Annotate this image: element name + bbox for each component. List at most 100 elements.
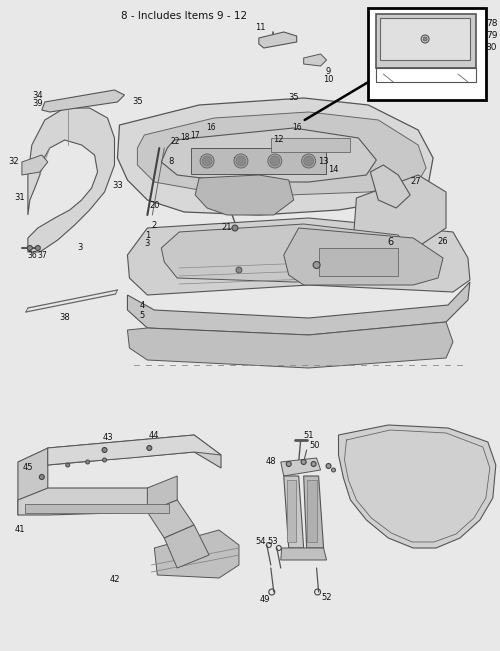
Bar [380,18,470,60]
Bar [318,248,398,276]
Text: 36: 36 [27,251,36,260]
Text: 6: 6 [387,237,394,247]
Text: 9: 9 [326,66,331,76]
Text: 17: 17 [190,130,200,139]
Bar [368,8,486,100]
Circle shape [326,464,331,469]
Polygon shape [376,14,476,68]
Circle shape [232,225,238,231]
Text: 38: 38 [60,314,70,322]
Text: 14: 14 [328,165,339,174]
Text: 49: 49 [260,596,270,605]
Text: 18: 18 [180,133,190,143]
Circle shape [270,156,280,166]
Circle shape [286,462,291,467]
Polygon shape [118,98,433,215]
Text: 43: 43 [102,434,113,443]
Text: 12: 12 [274,135,284,145]
Polygon shape [370,165,410,208]
Text: 39: 39 [32,100,43,109]
Text: 15: 15 [232,158,242,167]
Text: 35: 35 [288,94,299,102]
Polygon shape [48,435,221,465]
Circle shape [40,475,44,480]
Circle shape [421,35,429,43]
Text: 37: 37 [37,251,46,260]
Polygon shape [195,175,294,215]
Polygon shape [284,476,304,548]
Polygon shape [18,448,48,515]
Circle shape [86,460,89,464]
Circle shape [236,267,242,273]
Circle shape [234,154,248,168]
Circle shape [301,460,306,465]
Polygon shape [354,175,446,248]
Bar [191,148,326,174]
Text: 48: 48 [266,458,276,467]
Bar [286,480,296,542]
Text: 2: 2 [152,221,157,230]
Polygon shape [148,476,177,512]
Text: 16: 16 [206,122,216,132]
Text: 34: 34 [32,92,43,100]
Text: 5: 5 [140,311,145,320]
Circle shape [302,154,316,168]
Bar [271,138,350,152]
Polygon shape [18,488,177,522]
Polygon shape [338,425,496,548]
Circle shape [236,156,246,166]
Text: 3: 3 [144,238,150,247]
Text: 52: 52 [322,594,332,602]
Text: 80: 80 [486,42,498,51]
Polygon shape [138,112,426,195]
Circle shape [311,462,316,467]
Text: 50: 50 [310,441,320,449]
Circle shape [423,37,427,41]
Text: 42: 42 [109,575,120,585]
Polygon shape [284,228,443,285]
Text: 1: 1 [144,230,150,240]
Polygon shape [154,530,239,578]
Polygon shape [304,476,324,548]
Text: 78: 78 [486,18,498,27]
Polygon shape [128,218,470,295]
Circle shape [313,262,320,268]
Bar [25,504,170,513]
Text: 3: 3 [77,243,82,253]
Text: 32: 32 [8,158,20,167]
Polygon shape [304,54,326,66]
Text: 51: 51 [304,430,314,439]
Polygon shape [259,32,296,48]
Text: 79: 79 [486,31,498,40]
Circle shape [66,463,70,467]
Text: 26: 26 [438,238,448,247]
Text: 10: 10 [324,76,334,85]
Text: 53: 53 [268,538,278,546]
Text: 31: 31 [14,193,25,202]
Polygon shape [128,282,470,335]
Text: 41: 41 [14,525,25,534]
Circle shape [28,245,32,251]
Circle shape [102,447,107,452]
Text: 21: 21 [222,223,232,232]
Circle shape [147,445,152,450]
Circle shape [36,245,41,251]
Polygon shape [162,128,376,182]
Text: 4: 4 [140,301,145,309]
Circle shape [102,458,106,462]
Text: 13: 13 [318,158,329,167]
Polygon shape [164,525,209,568]
Bar [306,480,316,542]
Text: 16: 16 [292,122,302,132]
Circle shape [304,156,314,166]
Polygon shape [162,224,413,282]
Polygon shape [148,500,194,538]
Circle shape [268,154,282,168]
Text: 8 - Includes Items 9 - 12: 8 - Includes Items 9 - 12 [121,11,247,21]
Polygon shape [42,90,124,112]
Polygon shape [281,458,320,476]
Circle shape [200,154,214,168]
Circle shape [332,468,336,472]
Polygon shape [22,155,48,175]
Text: 20: 20 [149,201,160,210]
